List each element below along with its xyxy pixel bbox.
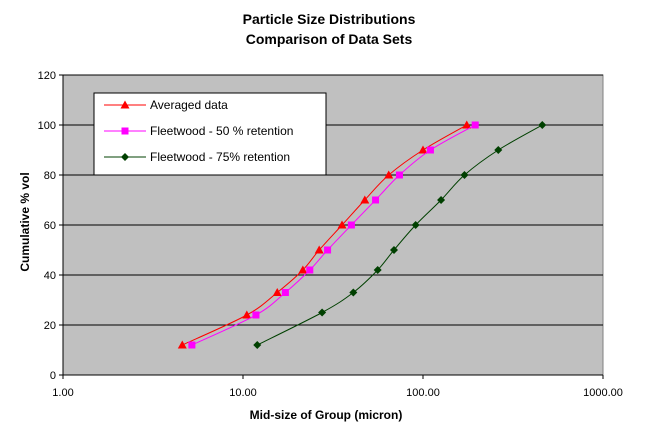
series-0-point-8 [418,145,428,154]
series-0-point-2 [272,288,282,296]
series-0-point-5 [337,220,347,229]
series-0-point-4 [314,245,324,254]
x-tick-label-0: 1.00 [52,387,73,399]
series-1-point-1 [252,311,260,319]
series-1 [188,121,479,349]
x-tick-label-2: 100.00 [406,387,440,399]
series-0-point-1 [242,310,252,319]
y-tick-label-2: 40 [44,270,56,282]
y-axis-title: Cumulative % vol [18,172,32,271]
legend: Averaged data Fleetwood - 50 % retention F… [93,92,327,176]
legend-swatch-marker-2 [121,153,129,161]
series-1-point-4 [324,246,332,254]
legend-box [93,92,327,176]
series-2-point-1 [318,308,327,317]
series-2-point-2 [349,288,358,297]
series-1-point-3 [306,266,314,274]
series-layer [177,120,547,349]
legend-swatch-marker-1 [121,127,129,135]
series-0-point-3 [298,265,308,274]
chart-subtitle: Comparison of Data Sets [246,31,413,47]
legend-items: Averaged data Fleetwood - 50 % retention F… [104,98,293,164]
y-ticks: 0 20 40 60 80 100 120 [38,70,63,382]
series-2-point-3 [373,266,382,274]
series-2-point-0 [253,341,262,349]
series-1-point-2 [281,289,289,296]
y-tick-label-1: 20 [44,320,56,332]
series-2 [253,121,547,349]
series-2-point-8 [494,146,503,154]
series-1-point-6 [372,196,380,204]
series-1-point-5 [347,221,355,229]
y-tick-label-3: 60 [44,220,56,232]
series-2-point-9 [538,121,547,129]
series-line-2 [257,124,543,346]
chart-title: Particle Size Distributions [243,11,416,27]
legend-swatch-marker-0 [120,100,130,109]
series-0-point-7 [384,170,394,179]
series-2-point-7 [460,171,469,179]
series-0-point-6 [360,195,370,204]
series-1-point-8 [426,146,434,154]
series-0-point-0 [177,340,187,349]
legend-label-0: Averaged data [150,98,228,112]
x-tick-label-3: 1000.00 [583,387,623,399]
y-tick-label-0: 0 [50,370,56,382]
x-ticks: 1.00 10.00 100.00 1000.00 [52,375,623,399]
legend-label-1: Fleetwood - 50 % retention [150,124,293,138]
series-0 [177,120,472,349]
series-0-point-9 [462,120,472,129]
series-line-1 [191,124,476,346]
y-tick-label-6: 120 [38,70,56,82]
x-tick-label-1: 10.00 [229,387,257,399]
series-1-point-7 [395,171,403,179]
series-1-point-9 [471,121,479,129]
series-2-point-5 [411,221,420,229]
x-axis-title: Mid-size of Group (micron) [250,408,403,422]
series-1-point-0 [188,341,196,349]
legend-label-2: Fleetwood - 75% retention [150,150,290,164]
series-line-0 [182,124,467,346]
y-tick-label-5: 100 [38,120,56,132]
series-2-point-4 [389,246,398,254]
series-2-point-6 [437,196,446,204]
y-tick-label-4: 80 [44,170,56,182]
